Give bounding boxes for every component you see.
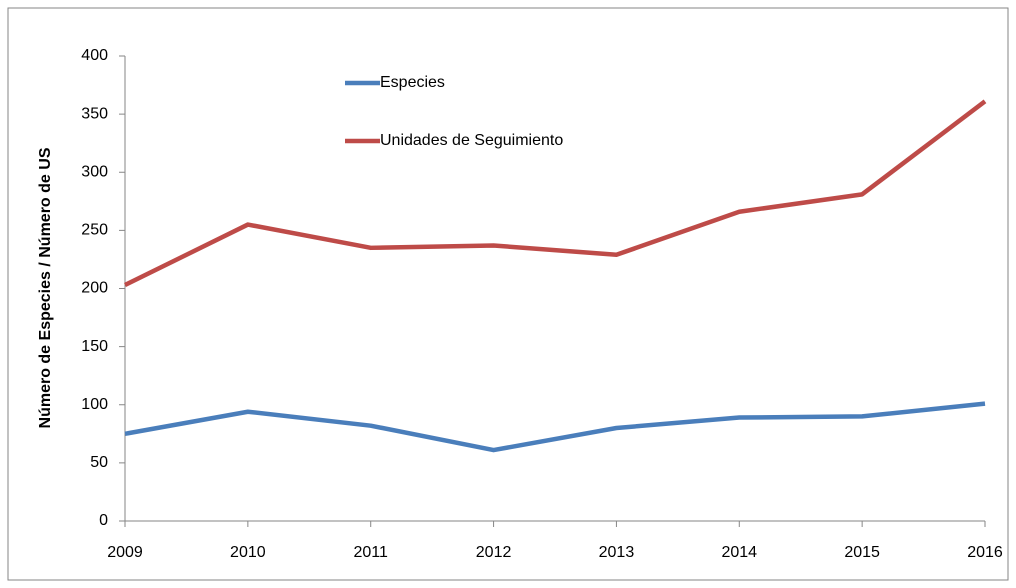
y-tick-label: 100 xyxy=(81,396,108,413)
y-tick-label: 0 xyxy=(99,512,108,529)
y-tick-label: 150 xyxy=(81,338,108,355)
legend-label: Unidades de Seguimiento xyxy=(380,132,563,149)
x-tick-label: 2010 xyxy=(230,544,266,561)
y-axis-label: Número de Especies / Número de US xyxy=(37,147,54,428)
x-tick-label: 2015 xyxy=(844,544,880,561)
series-line xyxy=(124,401,986,453)
chart-border xyxy=(7,7,1009,581)
y-tick-label: 300 xyxy=(81,163,108,180)
x-tick-label: 2009 xyxy=(107,544,143,561)
x-tick-label: 2012 xyxy=(476,544,512,561)
y-tick-label: 50 xyxy=(90,454,108,471)
legend-label: Especies xyxy=(380,74,445,91)
series-line xyxy=(124,99,987,288)
y-tick-label: 400 xyxy=(81,47,108,64)
x-tick-label: 2011 xyxy=(354,544,389,561)
x-tick-label: 2016 xyxy=(967,544,1003,561)
y-tick-label: 350 xyxy=(81,105,108,122)
y-tick-label: 200 xyxy=(81,280,108,297)
y-tick-label: 250 xyxy=(81,222,108,239)
x-tick-label: 2013 xyxy=(599,544,635,561)
x-tick-label: 2014 xyxy=(721,544,757,561)
